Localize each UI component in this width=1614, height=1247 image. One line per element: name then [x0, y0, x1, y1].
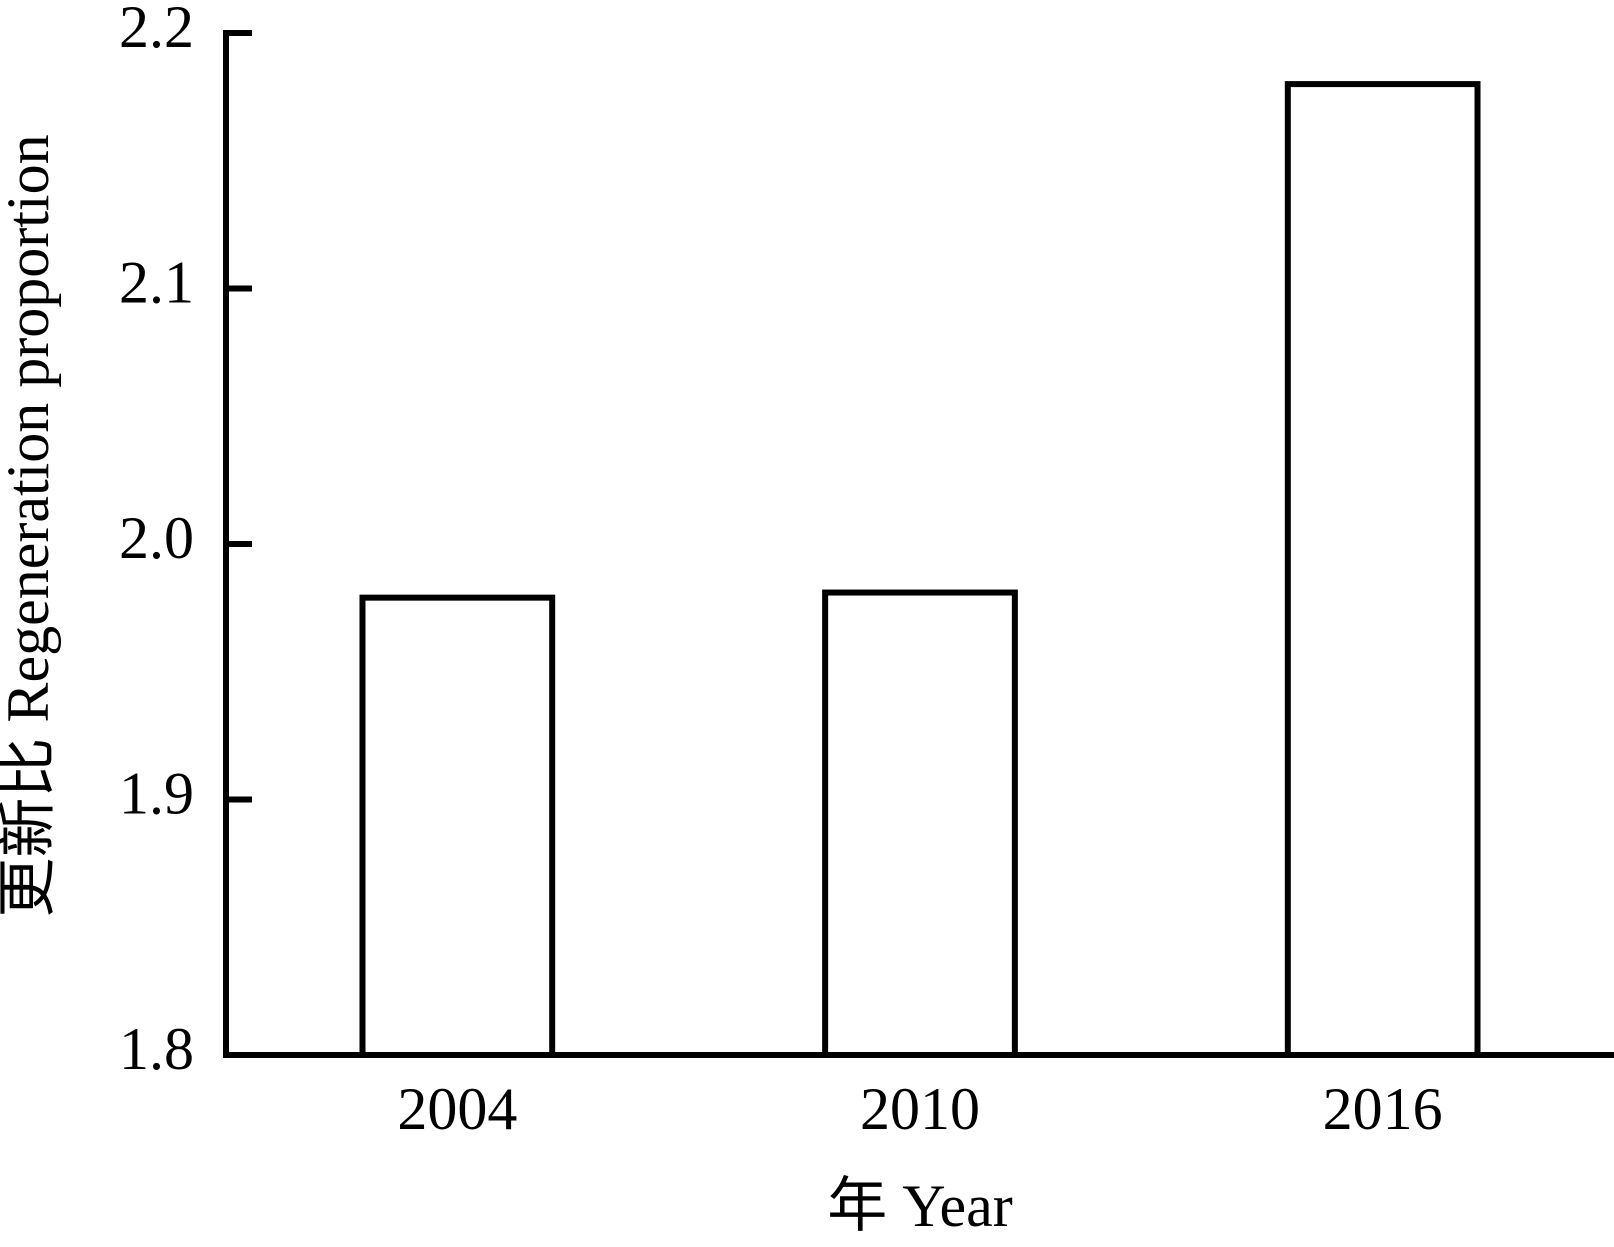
- x-tick-label: 2016: [1323, 1076, 1443, 1142]
- bar: [359, 594, 556, 1059]
- x-tick-label: 2004: [397, 1076, 517, 1142]
- y-tick-label: 2.2: [119, 0, 194, 60]
- x-axis-label: 年 Year: [827, 1173, 1013, 1239]
- bar: [822, 589, 1018, 1058]
- y-axis-label: 更新比 Regeneration proportion: [0, 134, 61, 917]
- y-tick-label: 2.1: [119, 249, 194, 315]
- y-tick-label: 1.9: [119, 760, 194, 826]
- y-tick-label: 1.8: [119, 1016, 194, 1082]
- bar: [1284, 81, 1481, 1059]
- x-tick-label: 2010: [860, 1076, 980, 1142]
- y-tick-label: 2.0: [119, 505, 194, 571]
